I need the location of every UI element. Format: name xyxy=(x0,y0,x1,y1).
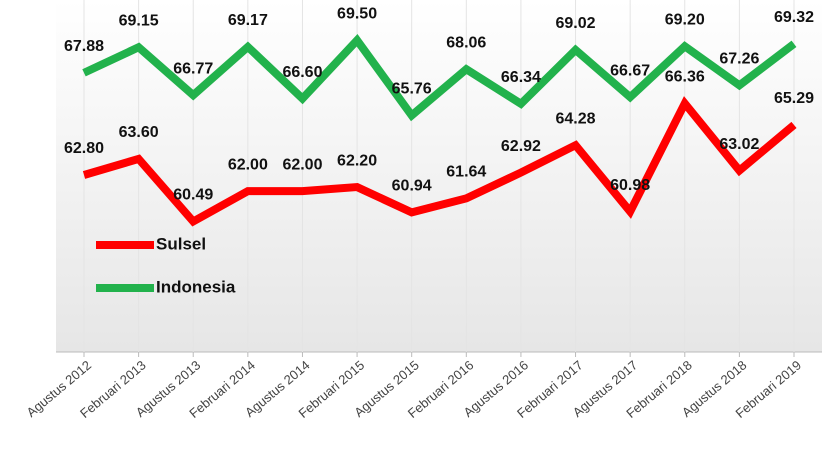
data-label: 65.29 xyxy=(774,90,814,107)
data-label: 66.77 xyxy=(173,60,213,77)
data-label: 67.88 xyxy=(64,38,104,55)
data-label: 66.67 xyxy=(610,62,650,79)
data-label: 62.00 xyxy=(228,156,268,173)
data-label: 67.26 xyxy=(719,51,759,68)
data-label: 69.15 xyxy=(119,12,159,29)
data-label: 68.06 xyxy=(446,34,486,51)
data-label: 65.76 xyxy=(392,81,432,98)
data-label: 60.98 xyxy=(610,177,650,194)
data-label: 69.50 xyxy=(337,5,377,22)
data-label: 69.17 xyxy=(228,12,268,29)
series-line xyxy=(82,33,797,122)
data-label: 62.20 xyxy=(337,152,377,169)
legend-label: Indonesia xyxy=(156,277,236,296)
data-label: 69.32 xyxy=(774,9,814,26)
data-label: 63.02 xyxy=(719,136,759,153)
data-label: 60.94 xyxy=(392,178,432,195)
data-label: 62.80 xyxy=(64,140,104,157)
series-line xyxy=(82,96,797,227)
data-label: 66.34 xyxy=(501,69,541,86)
data-label: 66.60 xyxy=(282,64,322,81)
data-label: 62.92 xyxy=(501,138,541,155)
data-label: 69.20 xyxy=(665,11,705,28)
data-label: 69.02 xyxy=(556,15,596,32)
legend-label: Sulsel xyxy=(156,234,206,253)
plot-area xyxy=(56,0,822,352)
data-label: 66.36 xyxy=(665,69,705,86)
data-label: 60.49 xyxy=(173,187,213,204)
data-label: 64.28 xyxy=(556,110,596,127)
data-label: 63.60 xyxy=(119,124,159,141)
data-label: 62.00 xyxy=(282,156,322,173)
data-label: 61.64 xyxy=(446,164,486,181)
